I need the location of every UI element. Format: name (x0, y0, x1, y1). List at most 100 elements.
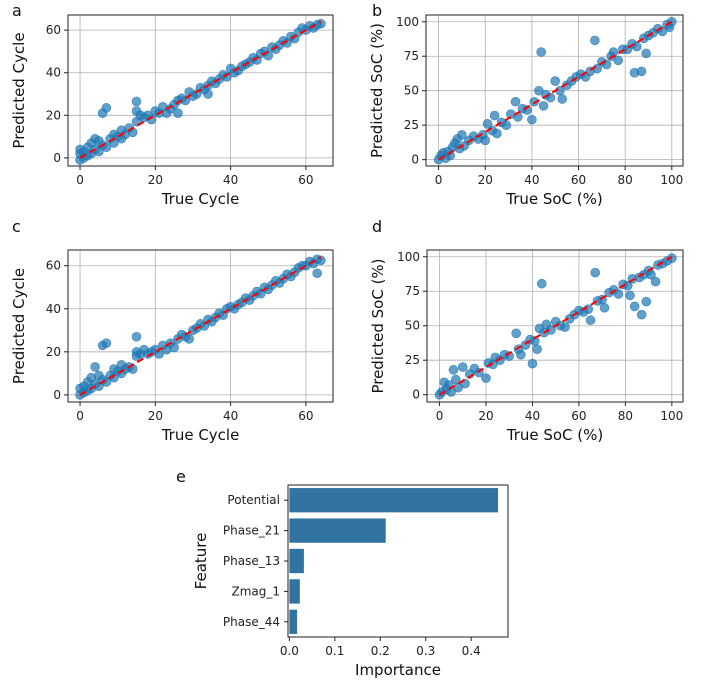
x-tick-label: 0.0 (280, 644, 299, 658)
x-tick-label: 0 (76, 173, 84, 187)
panel-d: d 0 20 40 60 80 100 0 25 50 75 100 True SoC (%) Predi… (369, 217, 684, 444)
data-point (590, 35, 600, 46)
y-tick-label: 75 (405, 284, 420, 298)
data-point (222, 72, 232, 82)
data-point (489, 110, 500, 121)
y-tick-label: 20 (46, 345, 61, 359)
y-tick-label: Phase_44 (223, 615, 280, 629)
data-point (510, 96, 521, 107)
data-point (632, 41, 642, 52)
x-axis-label: True SoC (%) (506, 426, 604, 444)
panel-label: d (372, 217, 382, 236)
identity-line (438, 20, 673, 161)
data-point (641, 48, 651, 59)
data-point (90, 362, 100, 372)
y-tick-label: 40 (46, 302, 61, 316)
data-point (492, 128, 502, 139)
data-point (538, 101, 549, 111)
axes-frame (67, 249, 334, 403)
x-tick-label: 100 (660, 409, 683, 423)
x-tick-label: 60 (298, 173, 313, 187)
y-tick-label: 20 (46, 108, 61, 122)
bar-zmag_1 (289, 579, 300, 604)
x-tick-label: 0 (436, 409, 444, 423)
y-tick-label: 60 (46, 259, 61, 273)
data-point (203, 89, 213, 99)
data-point (457, 362, 468, 372)
y-tick-label: 75 (404, 49, 419, 63)
data-point (312, 268, 322, 279)
panel-b: b 0 20 40 60 80 100 0 25 50 75 100 True SoC (%) Predi… (368, 1, 684, 208)
data-point (169, 342, 179, 353)
x-tick-label: 100 (660, 173, 683, 187)
panel-c: c 0 20 40 60 0 20 40 60 True Cycle Predicted Cycle (10, 217, 334, 444)
y-axis-label: Predicted Cycle (10, 32, 28, 148)
data-point (641, 296, 652, 307)
y-tick-label: 0 (53, 388, 61, 402)
panel-a: a 0 20 40 60 0 20 40 60 True Cycle Predicted Cycle (10, 1, 334, 208)
y-tick-label: 0 (411, 153, 419, 167)
y-axis-label: Predicted Cycle (10, 268, 28, 384)
x-tick-label: 0.2 (371, 644, 390, 658)
bar-phase_13 (289, 548, 304, 574)
x-tick-label: 80 (618, 409, 633, 423)
data-point (636, 66, 647, 77)
identity-line (439, 255, 673, 396)
x-tick-label: 0 (76, 409, 84, 423)
x-tick-label: 20 (148, 173, 163, 187)
data-point (650, 276, 661, 287)
data-point (173, 108, 183, 118)
data-point (536, 278, 547, 289)
y-tick-label: 50 (405, 319, 420, 333)
y-tick-label: 40 (46, 66, 61, 80)
data-point (532, 344, 542, 354)
y-tick-label: 25 (404, 118, 419, 132)
axes-frame (426, 249, 684, 403)
bar-phase_21 (289, 518, 386, 543)
bar-potential (289, 488, 498, 513)
x-tick-label: 0 (435, 173, 443, 187)
x-tick-label: 40 (524, 173, 539, 187)
data-point (550, 76, 560, 86)
data-point (629, 301, 640, 312)
y-tick-label: Phase_21 (223, 524, 280, 538)
data-point (457, 130, 467, 140)
data-point (527, 358, 538, 369)
panel-label: e (176, 467, 186, 486)
data-point (480, 135, 491, 146)
y-tick-label: Zmag_1 (231, 584, 280, 598)
data-point (131, 331, 142, 342)
data-point (184, 334, 195, 344)
x-tick-label: 60 (571, 409, 586, 423)
x-tick-label: 40 (525, 409, 540, 423)
y-tick-label: 60 (46, 23, 61, 37)
data-point (131, 96, 142, 107)
x-tick-label: 20 (148, 409, 163, 423)
data-point (453, 382, 463, 393)
identity-line (79, 20, 322, 159)
data-point (636, 309, 647, 320)
data-point (511, 328, 522, 339)
data-point (667, 253, 677, 263)
y-axis-label: Predicted SoC (%) (369, 258, 387, 393)
panel-label: c (12, 217, 21, 236)
y-tick-label: 25 (405, 353, 420, 367)
data-point (625, 290, 635, 301)
x-tick-label: 0.4 (462, 644, 481, 658)
x-axis-label: True SoC (%) (505, 190, 603, 208)
panel-e: e Potential Phase_21 Phase_13 Zmag_1 Phase_44… (176, 467, 509, 679)
identity-line (79, 256, 322, 396)
axes-frame (287, 484, 509, 638)
data-point (482, 119, 493, 129)
y-axis-label: Predicted SoC (%) (368, 23, 386, 158)
y-tick-label: 0 (412, 388, 420, 402)
data-point (560, 322, 570, 332)
y-tick-label: 100 (397, 250, 420, 264)
data-point (501, 120, 512, 130)
data-point (613, 55, 623, 66)
x-tick-label: 20 (478, 173, 493, 187)
y-tick-label: 0 (53, 151, 61, 165)
x-axis-label: Importance (355, 661, 441, 679)
y-tick-label: Phase_13 (223, 554, 280, 568)
